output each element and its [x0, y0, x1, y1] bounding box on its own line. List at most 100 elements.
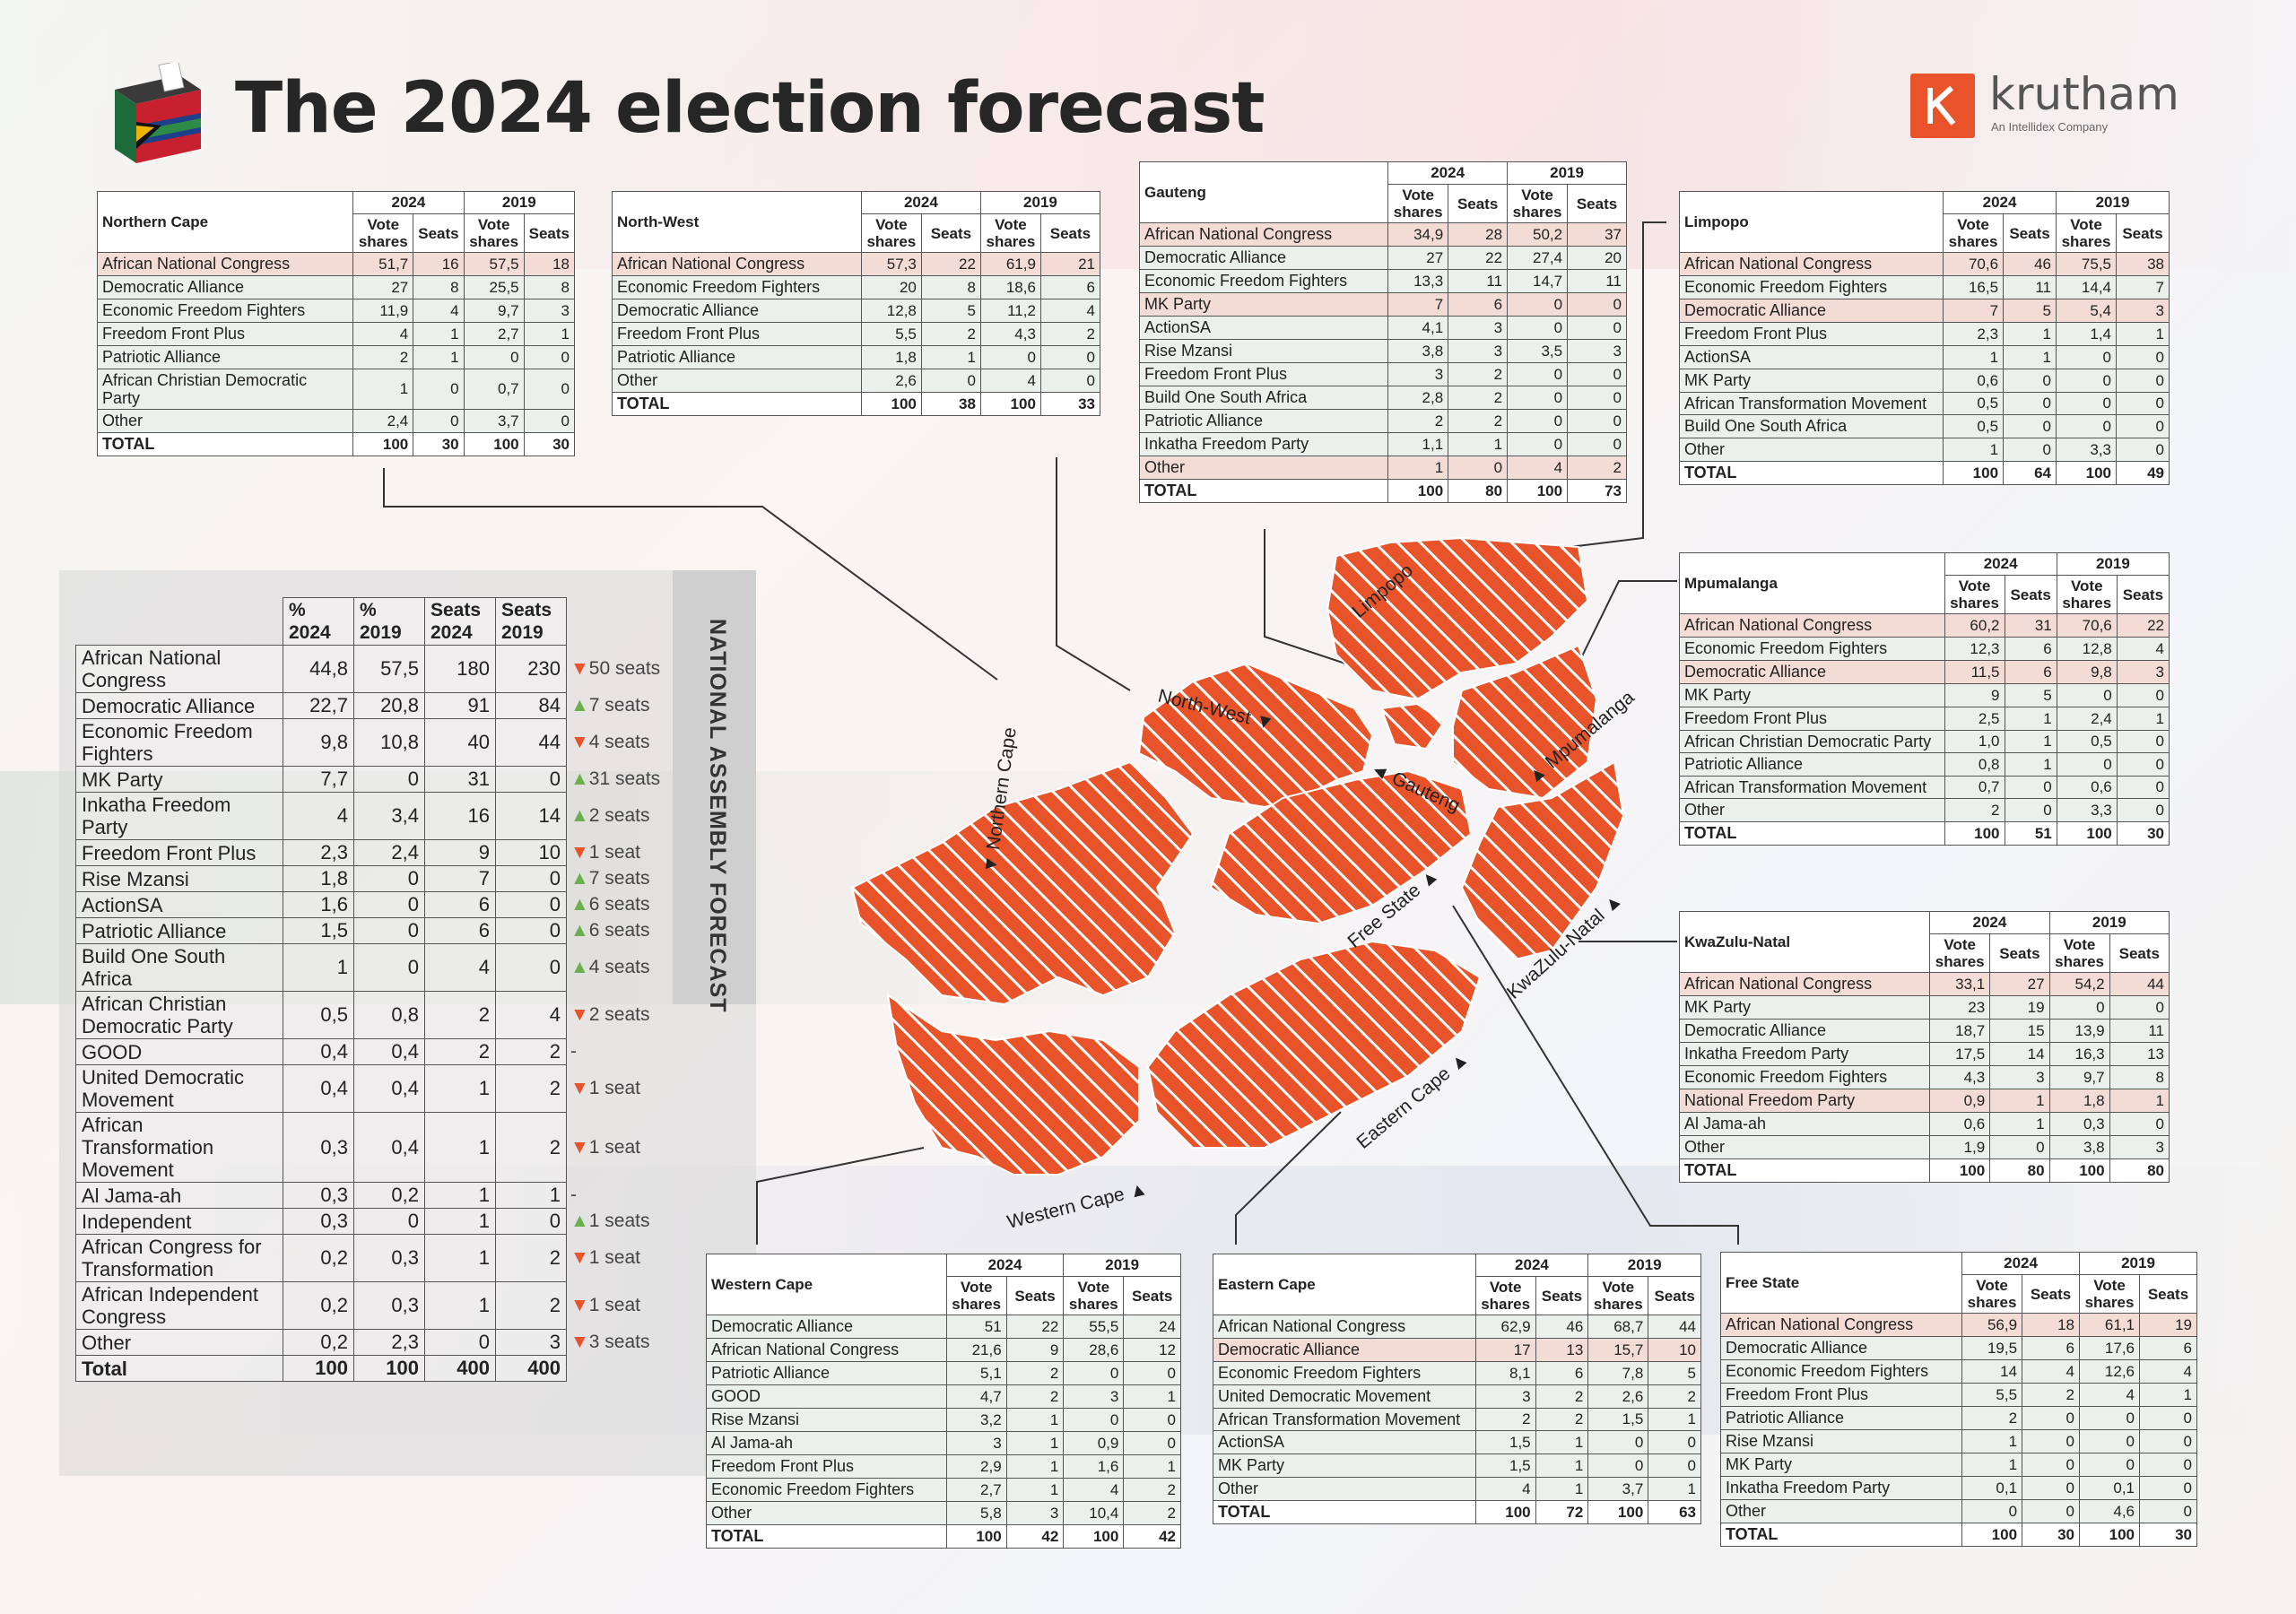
seats-2019: 0	[1039, 345, 1101, 369]
value-p19: 0	[353, 1208, 425, 1235]
party-name: TOTAL	[1678, 461, 1944, 485]
year-2019-header: 2019	[2048, 911, 2170, 934]
vote-share-2019: 61,9	[979, 252, 1041, 276]
table-row: Democratic Alliance 17 13 15,7 10	[1213, 1338, 1701, 1362]
seats-2019: 63	[1648, 1500, 1701, 1524]
seats-2024: 15	[1989, 1019, 2050, 1043]
party-name: African Transformation Movement	[1679, 776, 1945, 799]
party-name: TOTAL	[612, 392, 862, 416]
vote-share-2024: 13,3	[1387, 269, 1449, 293]
value-s24: 1	[424, 1281, 496, 1330]
party-name: Patriotic Alliance	[706, 1361, 947, 1385]
seats-2019: 44	[1648, 1315, 1701, 1339]
vote-share-2024: 0,1	[1961, 1476, 2023, 1500]
table-row: Rise Mzansi 1,8 0 7 0 ▲7 seats	[75, 865, 666, 892]
seats-2019: 1	[1123, 1454, 1181, 1479]
seats-2019: 2	[1123, 1501, 1181, 1525]
table-row: African National Congress 62,9 46 68,7 44	[1213, 1315, 1701, 1339]
vote-share-2024: 1	[1387, 456, 1449, 480]
party-name: Economic Freedom Fighters	[1679, 637, 1945, 661]
seats-2019: 3	[2116, 299, 2170, 323]
vote-share-2019: 54,2	[2048, 972, 2110, 996]
seat-change-text: 6 seats	[588, 920, 650, 941]
party-name: Freedom Front Plus	[1678, 322, 1944, 346]
vote-share-2024: 100	[860, 392, 922, 416]
vote-share-2024: 51,7	[352, 252, 414, 276]
seats-2019: 22	[2116, 613, 2170, 638]
table-row: Freedom Front Plus 5,5 2 4,3 2	[612, 322, 1101, 346]
seats-2024: 0	[920, 369, 981, 393]
vote-shares-header: Vote shares	[352, 213, 414, 253]
total-row: TOTAL 100 51 100 30	[1679, 821, 2170, 846]
vote-share-2019: 3,8	[2048, 1135, 2110, 1159]
value-p24: 2,3	[283, 839, 354, 866]
value-s19: 400	[495, 1355, 567, 1382]
seats-2024: 30	[2022, 1523, 2081, 1547]
vote-share-2024: 14	[1961, 1359, 2023, 1384]
value-s19: 2	[495, 1038, 567, 1065]
seat-change-text: 1 seat	[588, 1136, 641, 1158]
party-name: Other	[706, 1501, 947, 1525]
table-row: Economic Freedom Fighters 11,9 4 9,7 3	[96, 299, 576, 323]
table-row: Inkatha Freedom Party 4 3,4 16 14 ▲2 seats	[75, 792, 666, 840]
seats-2024: 0	[2003, 414, 2057, 438]
seat-change-text: 1 seat	[588, 1295, 641, 1315]
subheader-row: Vote shares Seats Vote shares Seats	[707, 1276, 1181, 1315]
vote-share-2019: 0,3	[2048, 1112, 2110, 1136]
vote-share-2024: 100	[1929, 1158, 1991, 1183]
party-name: Economic Freedom Fighters	[612, 275, 862, 299]
party-name: TOTAL	[1679, 821, 1945, 846]
vote-share-2019: 3	[1063, 1384, 1125, 1409]
party-name: Democratic Alliance	[612, 299, 862, 323]
party-name: African National Congress	[1719, 1313, 1963, 1337]
vote-share-2024: 7	[1943, 299, 2005, 323]
value-p24: 0,5	[283, 991, 354, 1039]
seats-2024: 6	[2004, 660, 2057, 684]
vote-share-2019: 9,7	[463, 299, 525, 323]
total-row: TOTAL 100 30 100 30	[1719, 1523, 2197, 1547]
vote-share-2019: 68,7	[1587, 1315, 1649, 1339]
party-name: TOTAL	[1719, 1523, 1963, 1547]
arrow-up-icon: ▲	[570, 805, 589, 826]
party-name: Independent	[75, 1208, 283, 1235]
seats-2024: 1	[413, 322, 465, 346]
seats-2024: 5	[2003, 299, 2057, 323]
seats-2024: 42	[1005, 1524, 1065, 1549]
arrow-down-icon: ▼	[570, 1136, 589, 1158]
party-name: Democratic Alliance	[1679, 660, 1945, 684]
year-2019-header: 2019	[979, 191, 1101, 214]
arrow-down-icon: ▼	[570, 1078, 589, 1098]
vote-share-2019: 4	[2079, 1383, 2141, 1407]
table-eastern-cape: Eastern Cape 2024 2019 Vote shares Seats Vote…	[1213, 1254, 1701, 1524]
table-row: Patriotic Alliance 2 2 0 0	[1138, 409, 1627, 433]
province-name: KwaZulu-Natal	[1678, 911, 1931, 973]
seats-2019: 0	[2139, 1429, 2197, 1453]
party-name: GOOD	[75, 1038, 283, 1065]
table-row: Build One South Africa 1 0 4 0 ▲4 seats	[75, 943, 666, 992]
vote-shares-header: Vote shares	[860, 213, 922, 253]
seat-change-text: 7 seats	[588, 695, 650, 716]
seat-change: ▲6 seats	[567, 918, 666, 944]
seats-2019: 0	[2116, 776, 2170, 799]
vote-share-2019: 2,7	[463, 322, 525, 346]
seats-2019: 2	[1039, 322, 1101, 346]
vote-share-2024: 33,1	[1929, 972, 1991, 996]
table-row: GOOD 4,7 2 3 1	[706, 1384, 1181, 1409]
table-row: Other 5,8 3 10,4 2	[706, 1501, 1181, 1525]
seats-header: Seats	[2004, 575, 2057, 614]
year-2019-header: 2019	[1507, 161, 1627, 185]
value-p24: 0,2	[283, 1281, 354, 1330]
party-name: Al Jama-ah	[75, 1182, 283, 1209]
seats-2024: 1	[2003, 322, 2057, 346]
seats-2024: 0	[1448, 456, 1509, 480]
year-2019-header: 2019	[2079, 1252, 2197, 1275]
seats-2019: 12	[1123, 1338, 1181, 1362]
value-s19: 230	[495, 645, 567, 693]
seats-2024: 1	[2004, 752, 2057, 777]
party-name: Inkatha Freedom Party	[1719, 1476, 1963, 1500]
total-row: TOTAL 100 42 100 42	[706, 1524, 1181, 1549]
value-s19: 2	[495, 1281, 567, 1330]
table-row: African Congress for Transformation 0,2 0,…	[75, 1234, 666, 1282]
vote-share-2024: 17	[1474, 1338, 1536, 1362]
